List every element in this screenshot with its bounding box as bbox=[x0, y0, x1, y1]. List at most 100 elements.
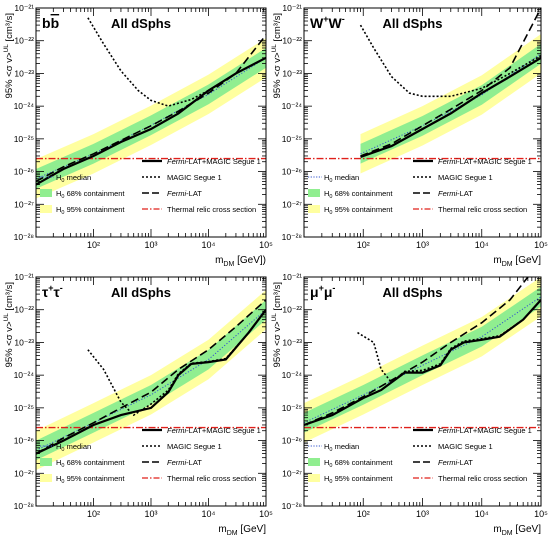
x-axis-label: mDM [GeV] bbox=[218, 524, 266, 537]
y-tick-label: 10⁻²¹ bbox=[14, 272, 34, 282]
y-tick-label: 10⁻²⁶ bbox=[282, 167, 302, 177]
series-line-dotted bbox=[87, 17, 266, 107]
x-tick-label: 10³ bbox=[144, 240, 157, 250]
legend-label-magic: MAGIC Segue 1 bbox=[438, 173, 493, 182]
legend-label-median: H0 median bbox=[324, 442, 359, 453]
series-line-dashed bbox=[360, 8, 541, 157]
y-tick-label: 10⁻²² bbox=[14, 36, 34, 46]
legend-label-relic: Thermal relic cross section bbox=[438, 474, 527, 483]
y-tick-label: 10⁻²⁸ bbox=[282, 232, 303, 242]
y-tick-label: 10⁻²⁶ bbox=[14, 167, 34, 177]
legend-swatch-band68 bbox=[40, 458, 52, 466]
series-line-solid bbox=[36, 309, 266, 455]
y-tick-label: 10⁻²⁸ bbox=[14, 232, 35, 242]
y-tick-label: 10⁻²² bbox=[282, 36, 302, 46]
chart-panel-3: 10² 10³ 10⁴ 10⁵ 10⁻²⁸ 10⁻²⁷ 10⁻²⁶ 10⁻²⁵ 10⁻²⁴ 10⁻… bbox=[3, 272, 273, 537]
channel-label: τ+τ- bbox=[42, 283, 63, 300]
legend-label-relic: Thermal relic cross section bbox=[167, 205, 256, 214]
panel-title: All dSphs bbox=[111, 285, 171, 300]
x-tick-label: 10⁴ bbox=[202, 240, 216, 250]
y-axis-label: 95% <σ v>UL [cm³/s] bbox=[3, 282, 15, 367]
y-tick-label: 10⁻²² bbox=[282, 305, 302, 315]
x-tick-label: 10⁵ bbox=[259, 240, 273, 250]
legend-swatch-band68 bbox=[40, 189, 52, 197]
legend-label-fermi: Fermi-LAT bbox=[167, 189, 202, 198]
y-tick-label: 10⁻²⁷ bbox=[14, 468, 34, 478]
x-tick-label: 10³ bbox=[416, 509, 429, 519]
y-axis-label: 95% <σ v>UL [cm³/s] bbox=[271, 282, 283, 367]
x-tick-label: 10² bbox=[87, 240, 100, 250]
y-tick-label: 10⁻²⁴ bbox=[14, 101, 35, 111]
y-tick-label: 10⁻²⁷ bbox=[14, 199, 34, 209]
legend-label-band95: H0 95% containment bbox=[56, 474, 125, 485]
y-tick-label: 10⁻²¹ bbox=[282, 272, 302, 282]
y-axis-label: 95% <σ v>UL [cm³/s] bbox=[271, 13, 283, 98]
y-axis-label: 95% <σ v>UL [cm³/s] bbox=[3, 13, 15, 98]
y-tick-label: 10⁻²⁸ bbox=[14, 501, 35, 511]
legend-label-magic: MAGIC Segue 1 bbox=[167, 442, 222, 451]
legend-label-magic: MAGIC Segue 1 bbox=[438, 442, 493, 451]
y-tick-label: 10⁻²⁵ bbox=[282, 134, 302, 144]
legend-label-fermi: Fermi-LAT bbox=[438, 189, 473, 198]
legend-label-combined: Fermi-LAT+MAGIC Segue 1 bbox=[438, 157, 532, 166]
legend-label-band68: H0 68% containment bbox=[324, 458, 393, 469]
legend-label-combined: Fermi-LAT+MAGIC Segue 1 bbox=[167, 157, 261, 166]
y-tick-label: 10⁻²⁷ bbox=[282, 199, 302, 209]
chart-panel-4: 10² 10³ 10⁴ 10⁵ 10⁻²⁸ 10⁻²⁷ 10⁻²⁶ 10⁻²⁵ 10⁻²⁴ 10⁻… bbox=[271, 272, 548, 537]
y-tick-label: 10⁻²⁵ bbox=[14, 134, 34, 144]
series-line-dashed bbox=[304, 277, 529, 426]
series-line-solid bbox=[36, 56, 266, 186]
legend-label-band95: H0 95% containment bbox=[56, 205, 125, 216]
series-line-dotted bbox=[359, 24, 541, 98]
panel-title: All dSphs bbox=[111, 16, 171, 31]
x-tick-label: 10⁵ bbox=[534, 509, 548, 519]
legend-swatch-band68 bbox=[308, 458, 320, 466]
legend-swatch-band95 bbox=[40, 205, 52, 213]
x-tick-label: 10⁴ bbox=[475, 240, 489, 250]
panel-title: All dSphs bbox=[383, 16, 443, 31]
y-tick-label: 10⁻²¹ bbox=[282, 3, 302, 13]
legend-label-median: H0 median bbox=[56, 442, 91, 453]
plot-area bbox=[304, 8, 541, 174]
series-line-solid bbox=[304, 299, 541, 427]
y-tick-label: 10⁻²⁴ bbox=[282, 370, 303, 380]
series-line-dotted-blue bbox=[36, 57, 266, 180]
legend-swatch-band95 bbox=[308, 474, 320, 482]
x-tick-label: 10⁴ bbox=[475, 509, 489, 519]
y-tick-label: 10⁻²⁴ bbox=[14, 370, 35, 380]
legend-label-band68: H0 68% containment bbox=[56, 458, 125, 469]
y-tick-label: 10⁻²⁷ bbox=[282, 468, 302, 478]
y-tick-label: 10⁻²³ bbox=[282, 68, 302, 78]
panel-title: All dSphs bbox=[383, 285, 443, 300]
legend: H0 median H0 68% containment H0 95% contai… bbox=[308, 157, 532, 216]
plot-area bbox=[36, 17, 266, 199]
y-tick-label: 10⁻²³ bbox=[282, 337, 302, 347]
x-tick-label: 10³ bbox=[144, 509, 157, 519]
y-tick-label: 10⁻²⁶ bbox=[282, 436, 302, 446]
legend-label-relic: Thermal relic cross section bbox=[438, 205, 527, 214]
channel-label: W+W- bbox=[310, 14, 345, 31]
legend-label-band95: H0 95% containment bbox=[324, 474, 393, 485]
legend-label-band68: H0 68% containment bbox=[324, 189, 393, 200]
x-tick-label: 10² bbox=[87, 509, 100, 519]
legend: H0 median H0 68% containment H0 95% contai… bbox=[308, 426, 532, 485]
x-axis-label: mDM [GeV] bbox=[493, 524, 541, 537]
y-tick-label: 10⁻²¹ bbox=[14, 3, 34, 13]
y-tick-label: 10⁻²⁸ bbox=[282, 501, 303, 511]
channel-label: μ+μ- bbox=[310, 283, 335, 300]
containment-band-2 bbox=[36, 299, 266, 461]
y-tick-label: 10⁻²⁵ bbox=[14, 403, 34, 413]
legend-swatch-band68 bbox=[308, 189, 320, 197]
y-tick-label: 10⁻²⁴ bbox=[282, 101, 303, 111]
legend-label-band95: H0 95% containment bbox=[324, 205, 393, 216]
y-tick-label: 10⁻²⁵ bbox=[282, 403, 302, 413]
plot-area bbox=[36, 290, 266, 471]
x-tick-label: 10⁴ bbox=[202, 509, 216, 519]
plot-area bbox=[304, 277, 541, 443]
legend: H0 median H0 68% containment H0 95% contai… bbox=[40, 426, 261, 485]
legend-label-median: H0 median bbox=[56, 173, 91, 184]
y-tick-label: 10⁻²³ bbox=[14, 337, 34, 347]
legend-label-magic: MAGIC Segue 1 bbox=[167, 173, 222, 182]
legend-label-relic: Thermal relic cross section bbox=[167, 474, 256, 483]
